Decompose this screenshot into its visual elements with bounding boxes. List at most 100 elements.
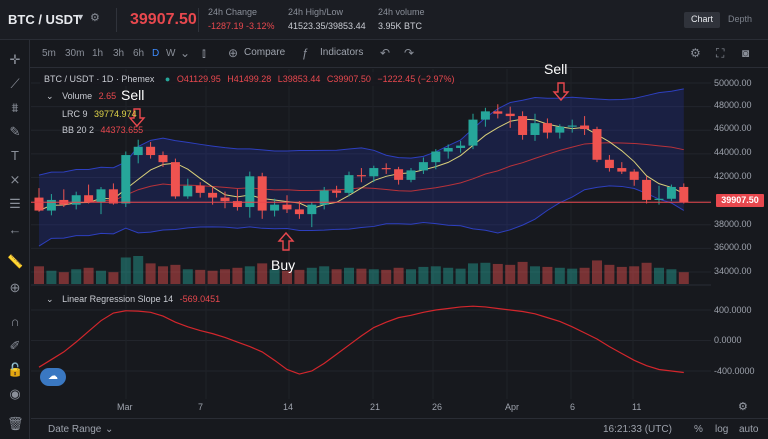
candle-body xyxy=(220,197,230,202)
chevron-down-icon[interactable]: ⌄ xyxy=(180,46,191,60)
volume-bar xyxy=(244,266,255,284)
price-chart[interactable] xyxy=(31,69,711,418)
collapse-icon[interactable]: ⌄ xyxy=(46,294,54,304)
candle-body xyxy=(666,186,676,199)
price-axis-label: 48000.00 xyxy=(714,100,752,110)
auto-scale-toggle[interactable]: auto xyxy=(739,424,759,435)
timeframe-1h[interactable]: 1h xyxy=(92,48,104,59)
percent-scale-toggle[interactable]: % xyxy=(694,424,703,435)
volume-bar xyxy=(629,266,640,284)
timeframe-d[interactable]: D xyxy=(152,48,160,59)
chevron-down-icon[interactable]: ⌄ xyxy=(105,424,114,435)
candle-body xyxy=(121,155,131,204)
volume-bar xyxy=(641,262,652,284)
timeframe-3h[interactable]: 3h xyxy=(113,48,125,59)
fib-icon[interactable]: ☰ xyxy=(9,196,21,211)
top-bar: BTC / USDT ▼ ⚙ 39907.50 24h Change -1287… xyxy=(0,0,768,40)
current-price-tag: 39907.50 xyxy=(716,194,764,207)
timeframe-5m[interactable]: 5m xyxy=(42,48,56,59)
volume-bar xyxy=(158,266,168,284)
candle-body xyxy=(170,162,180,197)
indicator-axis-label: 400.0000 xyxy=(714,305,752,315)
volume-bar xyxy=(269,269,280,284)
lock-icon[interactable]: 🔓 xyxy=(7,362,24,377)
volume-bar xyxy=(294,269,305,284)
price-axis-label: 38000.00 xyxy=(714,219,752,229)
eye-icon[interactable]: ◉ xyxy=(9,386,21,401)
x-axis-label: 21 xyxy=(370,402,381,412)
candle-body xyxy=(307,204,317,215)
trend-line-icon[interactable]: ⟋ xyxy=(10,76,20,91)
candle-body xyxy=(133,146,143,156)
volume-bar xyxy=(232,267,243,284)
legend-lrs-value: -569.0451 xyxy=(179,294,221,304)
legend-bb: BB 20 2 44373.655 xyxy=(62,125,143,135)
lrc-line xyxy=(38,118,685,212)
date-range-button[interactable]: Date Range xyxy=(48,424,102,435)
volume-bar xyxy=(654,267,664,284)
depth-toggle-button[interactable]: Depth xyxy=(728,14,753,24)
compare-button[interactable]: Compare xyxy=(244,47,286,58)
ruler-icon[interactable]: 📏 xyxy=(7,254,24,269)
candle-body xyxy=(34,197,44,211)
candle-body xyxy=(592,129,602,160)
up-arrow-icon xyxy=(277,231,295,251)
candle-body xyxy=(232,201,242,208)
text-icon[interactable]: T xyxy=(11,148,19,163)
volume-bar xyxy=(34,266,44,284)
price-axis-label: 46000.00 xyxy=(714,123,752,133)
brush-icon[interactable]: ✎ xyxy=(9,124,21,139)
collapse-icon[interactable]: ⌄ xyxy=(46,91,54,101)
lock-drawing-icon[interactable]: ✐ xyxy=(9,338,21,353)
stat-label-high-low: 24h High/Low xyxy=(288,7,344,17)
zoom-in-icon[interactable]: ⊕ xyxy=(9,280,21,295)
magnet-icon[interactable]: ∩ xyxy=(10,314,20,329)
indicators-icon[interactable]: ƒ xyxy=(302,46,309,60)
candle-body xyxy=(208,192,218,198)
timeframe-w[interactable]: W xyxy=(166,48,176,59)
chart-toggle-button[interactable]: Chart xyxy=(684,12,721,28)
crosshair-icon[interactable]: ✛ xyxy=(9,52,21,67)
scale-settings-icon[interactable]: ⚙ xyxy=(738,401,748,413)
pattern-icon[interactable]: ⨯ xyxy=(9,172,21,187)
add-icon[interactable]: ⊕ xyxy=(228,46,239,60)
legend-volume-value: 2.65 xyxy=(98,91,117,101)
volume-bar xyxy=(418,266,429,284)
timeframe-30m[interactable]: 30m xyxy=(65,48,85,59)
candle-style-icon[interactable]: ⫾ xyxy=(202,46,206,60)
log-scale-toggle[interactable]: log xyxy=(715,424,729,435)
volume-bar xyxy=(83,267,94,284)
candle-body xyxy=(270,204,280,211)
volume-bar xyxy=(182,269,193,284)
legend-lrc-label: LRC 9 xyxy=(62,109,88,119)
candle-body xyxy=(580,125,590,130)
gear-icon[interactable]: ⚙ xyxy=(690,46,701,60)
chevron-down-icon[interactable]: ▼ xyxy=(76,12,85,22)
redo-icon[interactable]: ↷ xyxy=(404,46,415,60)
candle-body xyxy=(406,170,416,180)
undo-icon[interactable]: ↶ xyxy=(380,46,391,60)
timeframe-6h[interactable]: 6h xyxy=(133,48,145,59)
volume-bar xyxy=(393,267,404,284)
candle-body xyxy=(418,162,428,171)
camera-icon[interactable]: ◙ xyxy=(742,46,750,60)
volume-bar xyxy=(505,264,516,284)
fullscreen-icon[interactable]: ⛶ xyxy=(716,46,725,60)
back-arrow-icon[interactable]: ← xyxy=(8,222,22,237)
volume-bar xyxy=(542,266,553,284)
settings-icon[interactable]: ⚙ xyxy=(90,12,100,24)
symbol-label[interactable]: BTC / USDT xyxy=(8,12,81,27)
down-arrow-icon xyxy=(552,82,570,102)
trash-icon[interactable]: 🗑 xyxy=(7,416,24,431)
pitchfork-icon[interactable]: ⩩ xyxy=(11,100,19,115)
volume-bar xyxy=(319,266,330,284)
candle-body xyxy=(356,175,366,177)
clock-time: 16:21:33 (UTC) xyxy=(603,424,672,435)
volume-bar xyxy=(46,270,57,284)
legend-volume: ⌄ Volume 2.65 xyxy=(46,91,116,102)
legend-high: H41499.28 xyxy=(227,74,272,84)
volume-bar xyxy=(443,267,454,284)
indicators-button[interactable]: Indicators xyxy=(320,47,364,58)
legend-lrs-label: Linear Regression Slope 14 xyxy=(62,294,174,304)
cloud-logo-icon[interactable]: ☁ xyxy=(40,368,66,386)
